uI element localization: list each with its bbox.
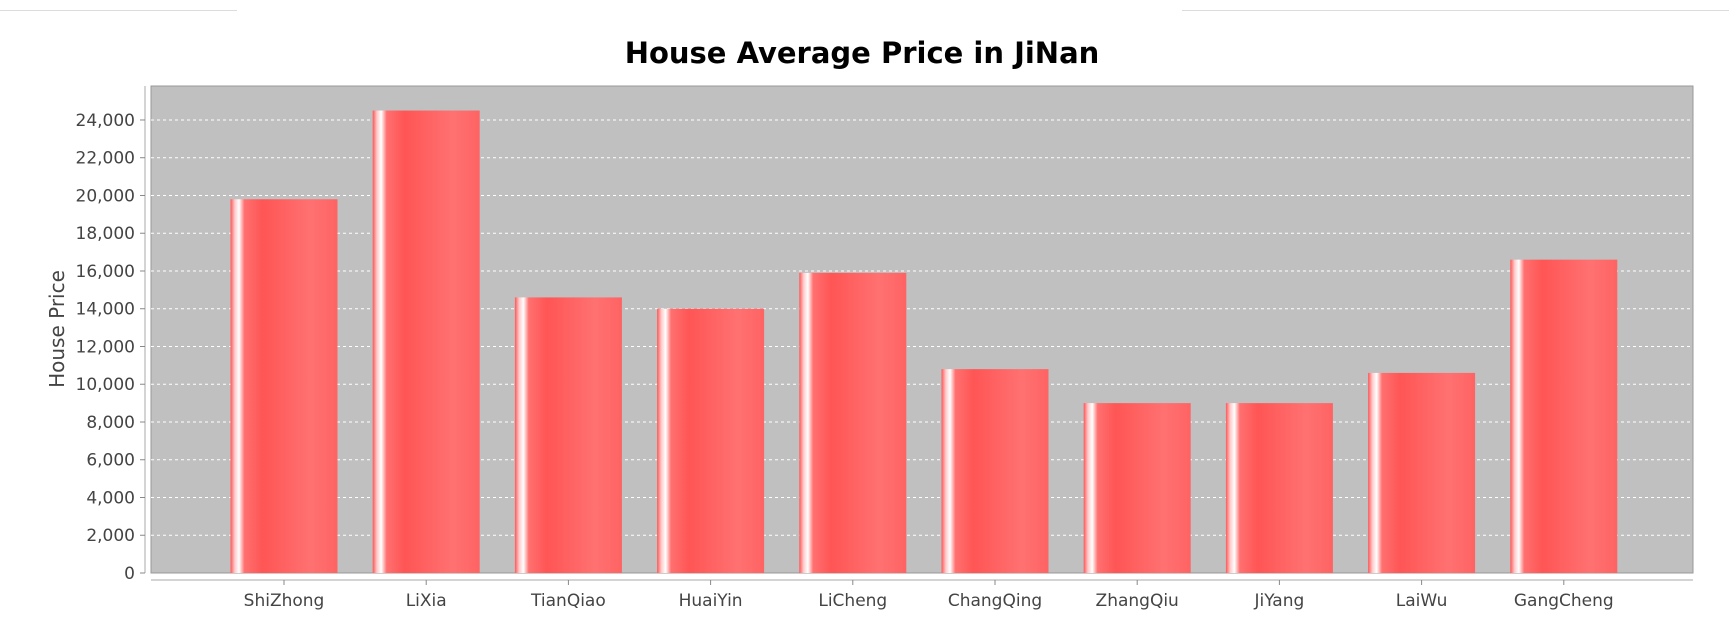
bar-zhangqiu (1083, 403, 1191, 573)
y-tick-label: 16,000 (76, 262, 135, 282)
top-divider-left (0, 10, 237, 11)
x-tick-label: LiCheng (818, 591, 887, 611)
x-ticks: ShiZhong LiXia TianQiao HuaiYin LiCheng Chang… (244, 580, 1614, 611)
bar-huaiyin (657, 308, 765, 573)
bar-shizhong (230, 199, 338, 574)
bar-changqing (941, 369, 1049, 573)
bar-tianqiao (514, 297, 622, 573)
x-tick-label: HuaiYin (679, 591, 743, 611)
x-tick-label: ChangQing (948, 591, 1042, 611)
bar-laiwu (1368, 372, 1476, 573)
bar-lixia (372, 110, 480, 573)
y-tick-label: 8,000 (86, 413, 135, 433)
x-tick-label: LaiWu (1396, 591, 1448, 611)
bar-jiyang (1225, 403, 1333, 573)
y-tick-label: 24,000 (76, 111, 135, 131)
x-tick-label: GangCheng (1514, 591, 1614, 611)
x-tick-label: ShiZhong (244, 591, 325, 611)
y-tick-label: 10,000 (76, 375, 135, 395)
x-tick-label: JiYang (1254, 591, 1305, 611)
top-divider-right (1182, 10, 1729, 11)
y-tick-label: 0 (124, 564, 135, 584)
y-tick-label: 20,000 (76, 186, 135, 206)
y-tick-label: 12,000 (76, 337, 135, 357)
x-tick-label: TianQiao (530, 591, 606, 611)
y-ticks: 0 2,000 4,000 6,000 8,000 10,000 12,000 14,000 1… (76, 111, 145, 584)
bar-gangcheng (1510, 259, 1618, 573)
y-axis-label: House Price (45, 270, 69, 388)
x-tick-label: LiXia (406, 591, 447, 611)
chart-title: House Average Price in JiNan (625, 36, 1100, 70)
y-tick-label: 14,000 (76, 300, 135, 320)
y-tick-label: 4,000 (86, 488, 135, 508)
bars (230, 110, 1618, 574)
x-tick-label: ZhangQiu (1096, 591, 1179, 611)
y-tick-label: 18,000 (76, 224, 135, 244)
y-tick-label: 6,000 (86, 451, 135, 471)
y-tick-label: 2,000 (86, 526, 135, 546)
y-tick-label: 22,000 (76, 149, 135, 169)
bar-licheng (799, 272, 907, 573)
